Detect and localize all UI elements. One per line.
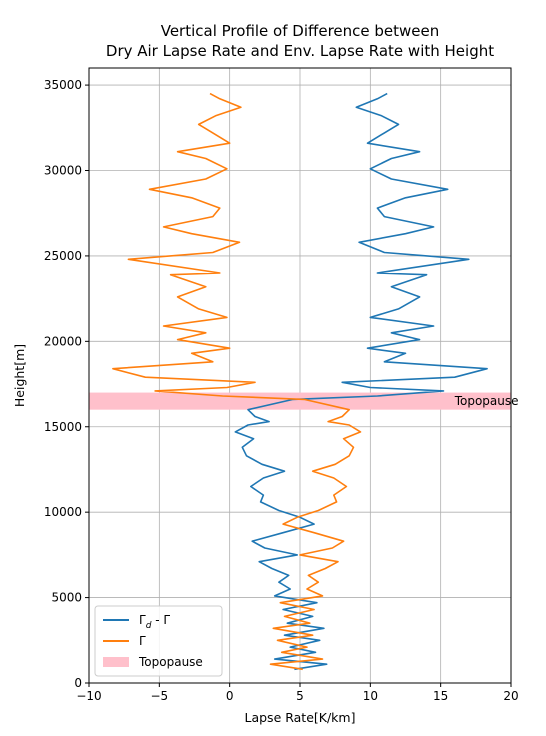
x-tick-label: 0 — [226, 689, 234, 703]
y-tick-label: 20000 — [44, 334, 82, 348]
x-tick-label: −5 — [150, 689, 168, 703]
legend-label: Γ — [139, 634, 146, 648]
x-tick-label: 5 — [296, 689, 304, 703]
topopause-annotation: Topopause — [454, 394, 519, 408]
series-line-1 — [234, 92, 488, 671]
series-line-2 — [112, 92, 362, 671]
y-axis-ticks: 0 5000 10000 15000 20000 25000 30000 35000 — [44, 78, 89, 690]
chart-title-line-1: Vertical Profile of Difference between — [161, 22, 440, 40]
y-tick-label: 30000 — [44, 164, 82, 178]
y-tick-label: 5000 — [51, 591, 82, 605]
y-tick-label: 0 — [74, 676, 82, 690]
x-tick-label: 20 — [503, 689, 518, 703]
y-tick-label: 10000 — [44, 505, 82, 519]
series-lines — [112, 92, 488, 671]
topopause-band — [89, 392, 511, 410]
y-axis-label: Height[m] — [12, 344, 27, 407]
y-tick-label: 35000 — [44, 78, 82, 92]
topopause-band-rect — [89, 392, 511, 410]
x-axis-label: Lapse Rate[K/km] — [245, 710, 356, 725]
legend-label: Topopause — [138, 655, 203, 669]
y-tick-label: 15000 — [44, 420, 82, 434]
y-tick-label: 25000 — [44, 249, 82, 263]
legend-swatch — [103, 657, 129, 667]
x-axis-ticks: −10 −5 0 5 10 15 20 — [76, 683, 519, 703]
x-tick-label: 15 — [433, 689, 448, 703]
x-tick-label: −10 — [76, 689, 101, 703]
grid — [88, 68, 512, 684]
x-tick-label: 10 — [363, 689, 378, 703]
chart-title-line-2: Dry Air Lapse Rate and Env. Lapse Rate w… — [106, 42, 494, 60]
